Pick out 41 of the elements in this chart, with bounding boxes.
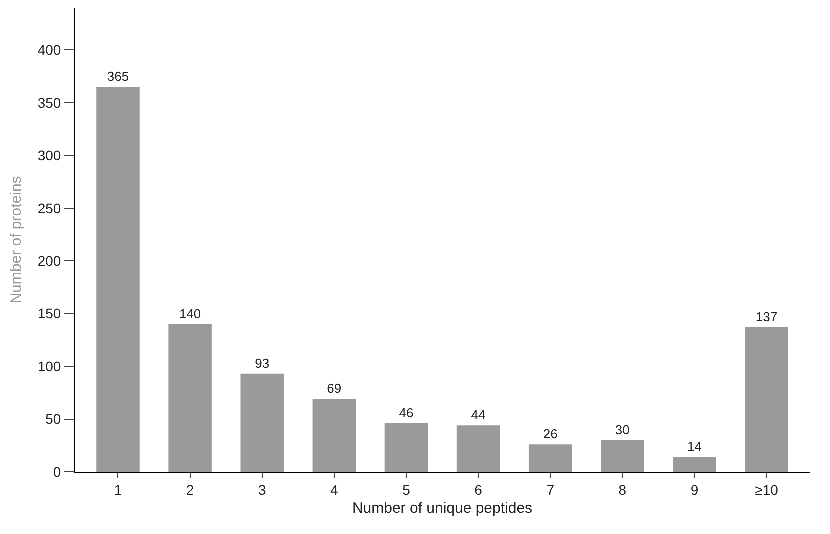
x-tick-label: 7 — [546, 482, 555, 498]
y-tick-label: 400 — [38, 42, 62, 58]
bar — [96, 87, 140, 472]
x-tick-label: 6 — [474, 482, 483, 498]
data-label: 30 — [615, 422, 630, 438]
y-tick-label: 100 — [38, 358, 62, 374]
x-tick-label: 5 — [402, 482, 411, 498]
x-tick-label: ≥10 — [755, 482, 779, 498]
data-label: 44 — [471, 408, 486, 423]
data-label: 69 — [327, 381, 342, 396]
data-label: 93 — [255, 356, 270, 371]
x-tick-label: 1 — [114, 482, 122, 498]
x-tick-label: 3 — [258, 482, 266, 498]
y-axis-title: Number of proteins — [8, 176, 26, 304]
data-label: 26 — [543, 426, 558, 442]
bar — [456, 426, 500, 472]
data-label: 14 — [687, 439, 702, 454]
bar — [745, 328, 788, 472]
data-label: 365 — [107, 69, 130, 84]
data-label: 46 — [399, 405, 414, 420]
x-tick-label: 4 — [330, 482, 339, 498]
bar — [312, 399, 356, 472]
y-tick-label: 200 — [38, 252, 62, 269]
x-tick-label: 9 — [690, 482, 699, 498]
data-label: 137 — [756, 310, 778, 325]
bar — [673, 457, 716, 472]
y-tick-label: 50 — [46, 411, 62, 428]
data-label: 140 — [179, 306, 202, 322]
y-tick-label: 0 — [53, 464, 62, 480]
y-tick-label: 250 — [38, 200, 62, 216]
y-tick-label: 350 — [38, 94, 62, 111]
y-tick-label: 150 — [38, 306, 62, 322]
bar — [168, 324, 212, 472]
bar — [240, 374, 284, 472]
bar — [384, 423, 428, 472]
x-axis-title: Number of unique peptides — [352, 500, 533, 517]
bar — [528, 444, 572, 472]
bar — [601, 440, 644, 472]
x-tick-label: 8 — [618, 482, 627, 498]
x-tick-label: 2 — [186, 482, 194, 498]
y-tick-label: 300 — [38, 148, 62, 164]
